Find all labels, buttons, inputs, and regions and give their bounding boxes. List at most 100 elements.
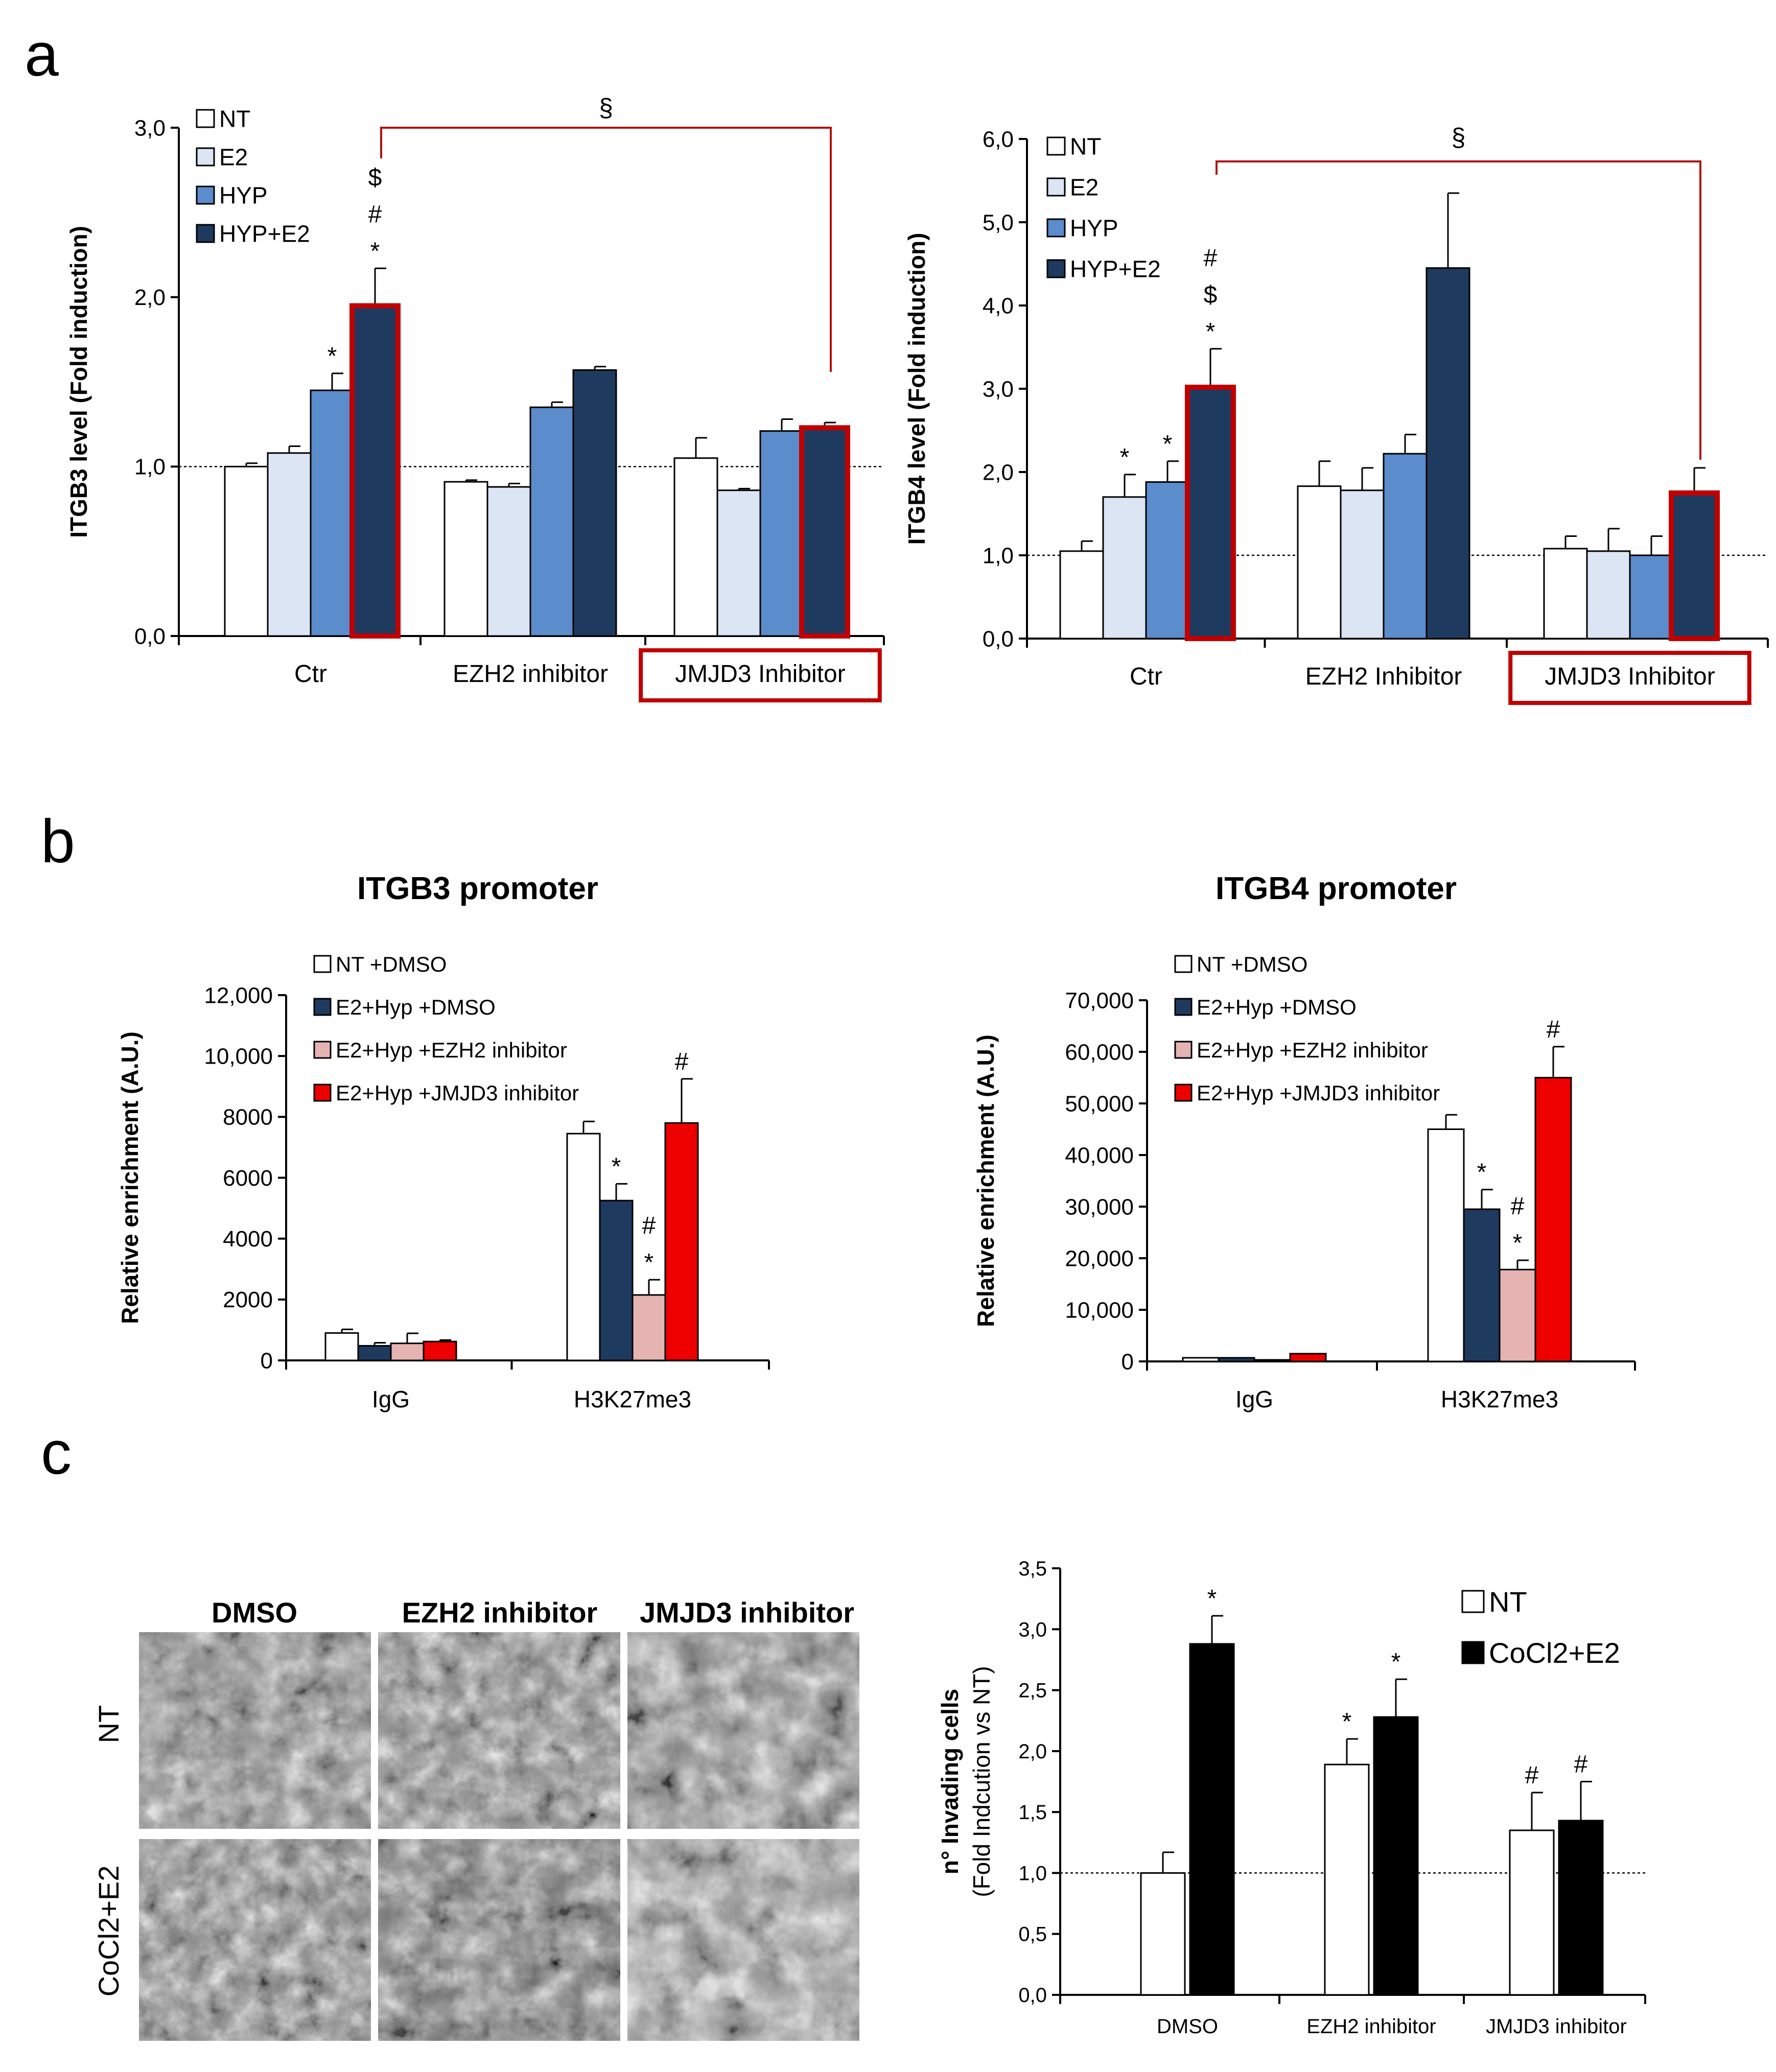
y-tick-label: 5,0 bbox=[983, 210, 1014, 235]
legend-swatch bbox=[196, 109, 215, 128]
bar bbox=[716, 489, 761, 637]
micrograph-grid: DMSO EZH2 inhibitor JMJD3 inhibitor NT C… bbox=[92, 1596, 859, 2041]
y-tick-label: 6000 bbox=[223, 1166, 273, 1191]
y-tick-label: 1,5 bbox=[1018, 1801, 1047, 1824]
significance-mark: $ bbox=[1204, 281, 1218, 309]
legend-swatch bbox=[1046, 218, 1066, 238]
bar bbox=[632, 1294, 666, 1361]
bar bbox=[1558, 1820, 1604, 1996]
bar bbox=[1534, 1077, 1572, 1362]
x-tick-label: H3K27me3 bbox=[574, 1386, 691, 1412]
bar bbox=[673, 457, 718, 637]
significance-mark: * bbox=[1120, 444, 1130, 471]
y-tick-label: 1,0 bbox=[1018, 1862, 1047, 1885]
legend-label: NT bbox=[1489, 1586, 1527, 1618]
bar bbox=[1289, 1353, 1327, 1362]
bar bbox=[759, 430, 804, 637]
legend-label: E2+Hyp +EZH2 inhibitor bbox=[1197, 1038, 1428, 1062]
y-tick-label: 0,0 bbox=[134, 624, 166, 649]
significance-mark: # bbox=[642, 1212, 656, 1239]
bar bbox=[486, 486, 531, 637]
y-tick-label: 70,000 bbox=[1065, 988, 1134, 1013]
chart-itgb3-promoter: ITGB3 promoter 0 2000 4000 6000 8000 10,000 12,… bbox=[116, 871, 770, 1412]
x-tick-label: EZH2 inhibitor bbox=[453, 661, 608, 688]
panel-label-c: c bbox=[41, 1419, 72, 1487]
legend-label: HYP+E2 bbox=[219, 221, 310, 247]
panel-label-b: b bbox=[41, 807, 75, 876]
y-tick-label: 2,0 bbox=[1018, 1740, 1047, 1763]
y-axis-label-line: n° Invading cells bbox=[937, 1689, 963, 1875]
significance-mark: * bbox=[370, 238, 380, 265]
highlight-frame bbox=[799, 425, 850, 639]
legend-label: NT +DMSO bbox=[1197, 952, 1307, 976]
legend-swatch bbox=[196, 224, 215, 243]
legend-swatch bbox=[1046, 259, 1066, 278]
highlight-frame bbox=[1185, 385, 1236, 641]
bar bbox=[1586, 550, 1631, 640]
significance-bracket bbox=[1216, 160, 1701, 460]
legend-label: HYP+E2 bbox=[1070, 256, 1161, 282]
y-tick-label: 2,5 bbox=[1018, 1680, 1047, 1702]
bar bbox=[324, 1332, 359, 1361]
bar bbox=[1373, 1716, 1419, 1996]
bar bbox=[310, 389, 355, 637]
y-tick-label: 2,0 bbox=[983, 460, 1014, 485]
chart-title: ITGB3 promoter bbox=[357, 871, 598, 906]
micrograph-cocl2-dmso bbox=[139, 1839, 371, 2041]
legend-label: NT bbox=[1070, 133, 1101, 160]
x-tick-label: H3K27me3 bbox=[1441, 1386, 1558, 1412]
significance-mark: # bbox=[1547, 1016, 1560, 1043]
legend-label: E2+Hyp +DMSO bbox=[336, 995, 496, 1019]
significance-mark: $ bbox=[368, 164, 382, 191]
bar bbox=[224, 465, 269, 637]
bracket-label: § bbox=[1452, 123, 1466, 152]
bar bbox=[1672, 493, 1717, 640]
y-tick-label: 0,5 bbox=[1018, 1923, 1047, 1946]
significance-mark: * bbox=[612, 1153, 621, 1180]
legend-swatch bbox=[196, 185, 215, 205]
legend-swatch bbox=[196, 147, 215, 167]
x-tick-label: JMJD3 Inhibitor bbox=[675, 661, 845, 688]
x-tick-label: JMJD3 Inhibitor bbox=[1545, 663, 1715, 690]
micrograph-nt-dmso bbox=[139, 1632, 371, 1829]
significance-mark: * bbox=[644, 1249, 654, 1276]
significance-mark: # bbox=[1525, 1762, 1539, 1789]
bar bbox=[1059, 550, 1104, 640]
significance-mark: # bbox=[1511, 1193, 1525, 1220]
chart-itgb4-level: 0,0 1,0 2,0 3,0 4,0 5,0 6,0 ITGB4 level (Fold i… bbox=[903, 123, 1769, 705]
bar bbox=[1102, 496, 1147, 640]
y-tick-label: 10,000 bbox=[1065, 1298, 1134, 1323]
x-tick-label: Ctr bbox=[294, 661, 327, 688]
legend-swatch bbox=[1174, 1041, 1193, 1059]
bar bbox=[353, 307, 398, 637]
bar bbox=[599, 1199, 634, 1361]
bar bbox=[1188, 388, 1233, 640]
micrograph-row-label-cocl2-e2: CoCl2+E2 bbox=[92, 1866, 125, 1997]
bar bbox=[664, 1122, 699, 1361]
y-tick-label: 40,000 bbox=[1065, 1143, 1134, 1168]
bar bbox=[572, 369, 617, 637]
bar bbox=[529, 406, 574, 637]
legend-swatch bbox=[1174, 955, 1193, 973]
legend-label: NT +DMSO bbox=[336, 952, 447, 976]
micrograph-col-label-jmjd3: JMJD3 inhibitor bbox=[640, 1596, 854, 1629]
y-tick-label: 3,0 bbox=[134, 115, 166, 140]
y-axis-label: ITGB3 level (Fold induction) bbox=[65, 226, 92, 538]
legend-label: CoCl2+E2 bbox=[1489, 1637, 1620, 1669]
legend-label: HYP bbox=[219, 182, 268, 209]
legend-label: E2+Hyp +DMSO bbox=[1197, 995, 1357, 1019]
highlight-label-frame bbox=[1508, 651, 1751, 705]
legend-swatch bbox=[1046, 177, 1066, 197]
y-tick-label: 4,0 bbox=[983, 293, 1014, 318]
bar bbox=[443, 481, 488, 637]
chart-title: ITGB4 promoter bbox=[1216, 871, 1457, 906]
significance-mark: # bbox=[1204, 245, 1218, 272]
y-tick-label: 50,000 bbox=[1065, 1091, 1134, 1116]
significance-mark: * bbox=[1513, 1230, 1523, 1257]
micrograph-col-label-dmso: DMSO bbox=[212, 1596, 297, 1629]
y-tick-label: 0 bbox=[261, 1348, 273, 1373]
bar bbox=[1189, 1643, 1235, 1996]
bar bbox=[566, 1133, 601, 1361]
y-tick-label: 3,0 bbox=[1018, 1618, 1047, 1641]
significance-mark: # bbox=[675, 1048, 689, 1075]
